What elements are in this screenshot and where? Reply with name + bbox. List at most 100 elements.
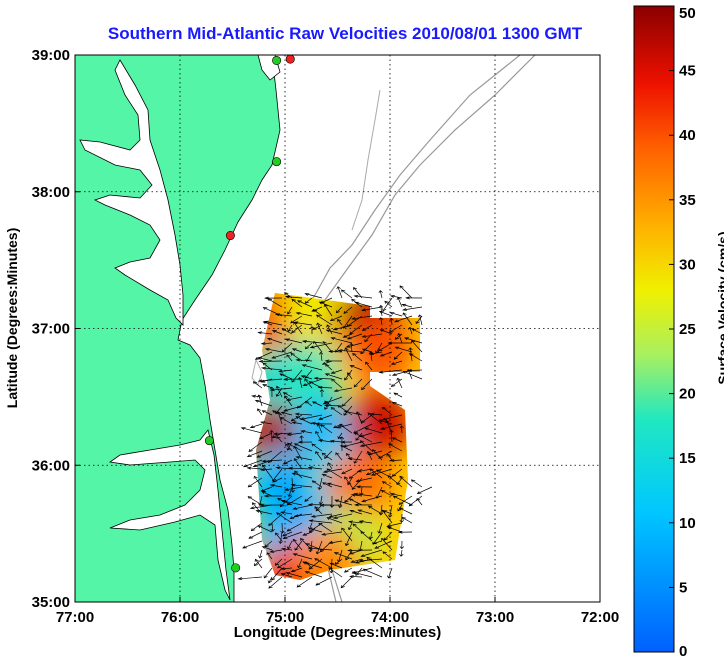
arrow-head [415, 321, 420, 324]
velocity-arrow [291, 484, 313, 488]
velocity-arrow [320, 424, 333, 434]
colorbar-tick-label: 15 [679, 450, 696, 467]
velocity-arrow [399, 495, 413, 505]
velocity-arrow [308, 547, 333, 551]
velocity-arrow [270, 387, 293, 391]
velocity-arrow [355, 558, 373, 564]
arrow-head [364, 427, 370, 431]
velocity-arrow [380, 305, 383, 317]
arrow-head [277, 369, 283, 373]
arrow-head [286, 432, 292, 436]
velocity-arrow [256, 450, 273, 458]
velocity-arrow [281, 567, 293, 570]
arrow-head [393, 392, 399, 396]
arrow-head [276, 436, 281, 440]
velocity-arrow [340, 445, 353, 452]
velocity-arrow [318, 386, 333, 389]
arrow-head [388, 443, 393, 447]
arrow-head [280, 530, 285, 534]
arrow-head [300, 537, 305, 541]
arrow-head [262, 362, 267, 366]
velocity-arrow [282, 531, 293, 537]
arrow-head [283, 377, 288, 381]
velocity-arrow [399, 285, 413, 299]
velocity-arrow [343, 333, 353, 338]
velocity-arrow [333, 513, 353, 519]
arrow-head [295, 312, 301, 315]
velocity-arrow [340, 576, 353, 588]
arrow-head [257, 394, 262, 398]
arrow-head [334, 499, 340, 503]
velocity-arrow [399, 476, 413, 488]
arrow-head [390, 362, 396, 365]
velocity-arrow [256, 510, 273, 515]
velocity-arrow [305, 342, 313, 350]
arrow-head [313, 376, 319, 380]
grid-lines [75, 55, 600, 602]
velocity-arrow [384, 300, 393, 308]
arrow-head [347, 527, 352, 531]
arrow-head [372, 449, 377, 453]
arrow-head [347, 520, 353, 524]
velocity-arrow [284, 486, 303, 491]
arrow-head [389, 295, 395, 298]
velocity-arrow [348, 458, 363, 461]
arrow-head [310, 528, 316, 532]
arrow-head [344, 543, 350, 547]
velocity-arrow [369, 351, 383, 355]
arrow-head [257, 356, 263, 360]
arrow-head [280, 547, 286, 551]
velocity-arrow [308, 467, 323, 470]
velocity-arrow [294, 322, 313, 326]
velocity-arrow [372, 449, 383, 461]
velocity-arrow [344, 369, 353, 381]
velocity-arrow [309, 540, 313, 552]
velocity-arrow [271, 567, 283, 581]
arrow-head [351, 571, 357, 575]
arrow-head [310, 421, 316, 425]
velocity-arrow [292, 472, 313, 479]
velocity-arrow [349, 498, 363, 506]
arrow-head [281, 533, 287, 537]
arrow-head [362, 568, 368, 572]
velocity-arrow [294, 443, 313, 452]
velocity-arrow [387, 475, 403, 488]
arrow-head [358, 520, 364, 524]
arrow-head [272, 479, 277, 483]
arrow-head [399, 425, 404, 429]
velocity-arrow [309, 520, 333, 524]
velocity-arrow [350, 576, 363, 578]
velocity-arrow [354, 450, 363, 464]
arrow-head [353, 432, 359, 436]
arrow-head [386, 524, 392, 528]
arrow-head [268, 523, 273, 527]
velocity-arrow [335, 452, 343, 461]
velocity-arrow [349, 521, 363, 524]
velocity-arrow [352, 477, 363, 490]
arrow-head [351, 486, 356, 490]
velocity-arrow [331, 378, 343, 389]
velocity-arrow [344, 410, 363, 416]
arrow-head [311, 401, 317, 405]
velocity-arrow [292, 348, 303, 353]
velocity-arrow [337, 286, 343, 299]
velocity-arrow [262, 367, 283, 371]
velocity-arrow [330, 558, 333, 573]
velocity-arrow [347, 333, 363, 340]
x-tick-label: 73:00 [476, 609, 514, 626]
arrow-head [304, 571, 310, 574]
arrow-head [269, 429, 274, 433]
arrow-head [348, 475, 354, 479]
arrow-head [282, 392, 288, 396]
arrow-head [359, 434, 365, 438]
arrow-head [323, 304, 328, 308]
arrow-head [277, 498, 282, 501]
arrow-head [360, 531, 365, 534]
y-tick-label: 35:00 [32, 594, 70, 611]
arrow-head [330, 407, 336, 410]
arrow-head [252, 464, 258, 468]
velocity-arrow [322, 341, 333, 353]
velocity-arrow [292, 421, 303, 425]
arrow-head [285, 572, 291, 575]
arrow-head [332, 516, 338, 519]
